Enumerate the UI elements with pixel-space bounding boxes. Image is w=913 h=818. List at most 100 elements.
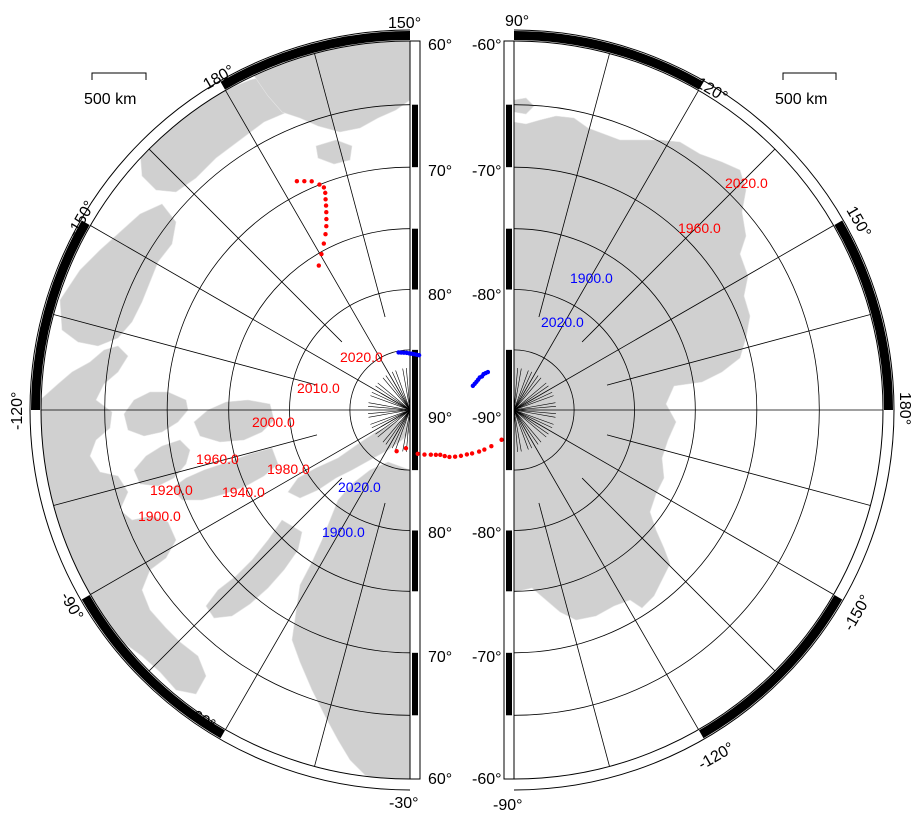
south-meridian-minor <box>514 409 518 452</box>
north-south-track-label-1900: 1900.0 <box>322 524 365 540</box>
south-lon-label-minus120: -120° <box>696 740 738 774</box>
south-meridian <box>538 53 610 318</box>
canadian-archipelago-3 <box>133 439 191 487</box>
north-meridian-minor <box>368 406 410 411</box>
north-track-label-1960: 1960.0 <box>196 451 239 467</box>
south-meridian <box>606 434 871 506</box>
north-meridian <box>435 54 506 317</box>
north-edge-segment <box>412 104 418 168</box>
south-pole-track-point <box>323 197 328 202</box>
south-outer-arc <box>513 29 895 791</box>
canadian-archipelago-2 <box>193 399 275 443</box>
south-track-label-1960: 1960.0 <box>678 220 721 236</box>
north-lat-label-60-top: 60° <box>428 37 452 54</box>
north-pole-track-point <box>428 452 434 457</box>
north-meridian-minor <box>402 409 410 452</box>
north-pole-track-point <box>452 454 458 459</box>
north-lon-label-minus30: -30° <box>389 795 419 812</box>
north-south-track-label-2020: 2020.0 <box>338 479 381 495</box>
north-pole-track-point <box>476 449 482 454</box>
north-lat-label-70-bottom: 70° <box>428 649 452 666</box>
north-edge-segment <box>412 349 418 410</box>
south-lon-label-180: 180° <box>896 392 913 425</box>
south-pole-track-point <box>323 232 328 237</box>
north-meridian-minor <box>375 385 410 411</box>
south-meridian-minor <box>514 406 556 411</box>
south-lat-label-60-top: -60° <box>472 37 502 54</box>
south-meridian <box>514 225 834 411</box>
south-pole-track-point <box>323 203 329 208</box>
north-track-label-2020: 2020.0 <box>340 349 383 365</box>
north-pole-track-point <box>433 452 439 457</box>
north-meridian <box>435 503 506 766</box>
south-pole-track-point <box>302 178 307 184</box>
north-land-layer <box>41 41 410 779</box>
north-meridian-minor <box>395 370 410 411</box>
north-graticule-lines <box>41 41 506 779</box>
north-meridian <box>314 53 386 318</box>
north-scale-bar: 500 km <box>84 72 147 108</box>
south-projected-north-track-point <box>416 353 422 358</box>
south-lat-label-80-bottom: -80° <box>472 525 502 542</box>
north-track-label-1940: 1940.0 <box>222 484 265 500</box>
north-meridian <box>148 477 343 672</box>
north-pole-track-point <box>403 446 409 451</box>
south-map-frame <box>503 29 895 791</box>
canadian-archipelago-1 <box>171 447 279 501</box>
south-edge-segment <box>506 228 512 290</box>
south-meridian <box>538 502 610 767</box>
north-lat-label-70-top: 70° <box>428 163 452 180</box>
north-meridian-minor <box>368 409 410 418</box>
north-meridian-minor <box>377 382 410 411</box>
south-track-label-2020: 2020.0 <box>725 175 768 191</box>
south-frame-segment <box>514 31 704 90</box>
north-pole-track-point <box>394 448 399 454</box>
south-meridian-minor <box>514 409 553 429</box>
south-inner-arc <box>513 40 884 780</box>
north-meridian-minor <box>368 402 410 411</box>
north-track-label-2000: 2000.0 <box>252 414 295 430</box>
south-frame-segment <box>834 220 893 410</box>
south-scale-bar-label: 500 km <box>775 91 827 108</box>
south-meridian <box>606 314 871 386</box>
south-meridian <box>514 409 699 730</box>
north-lon-label-minus120: -120° <box>9 392 26 430</box>
south-pole-track-point <box>294 179 300 184</box>
north-frame-segment <box>31 220 90 410</box>
north-edge-segment <box>412 410 418 471</box>
north-meridian <box>90 225 410 411</box>
south-meridian-minor <box>514 409 556 418</box>
south-meridian <box>581 477 776 672</box>
north-pole-track-point <box>447 454 452 460</box>
south-meridian-minor <box>514 409 522 452</box>
south-meridian-minor <box>514 409 542 443</box>
south-lon-label-minus90: -90° <box>493 797 523 813</box>
north-pole-track-point <box>438 452 443 458</box>
north-lat-label-80-bottom: 80° <box>428 525 452 542</box>
south-pole-track-point <box>324 210 329 215</box>
north-outer-arc <box>29 29 411 791</box>
north-pole-track-point <box>499 437 504 442</box>
north-meridian <box>90 409 410 595</box>
north-frame-segment <box>220 31 410 90</box>
south-meridian <box>514 225 515 411</box>
north-pole-track-point <box>482 447 487 452</box>
north-pole-track-point <box>489 444 494 449</box>
north-lat-label-60-bottom: 60° <box>428 771 452 788</box>
south-meridian <box>514 90 699 411</box>
south-frame-segment <box>699 595 843 739</box>
north-track-label-1980: 1980.0 <box>267 461 310 477</box>
north-edge-segment <box>412 530 418 592</box>
south-meridian-minor <box>514 409 554 425</box>
north-scale-bar-label: 500 km <box>84 91 136 108</box>
south-pole-track-point <box>323 190 328 196</box>
north-meridian-minor <box>406 409 410 452</box>
baffin-island <box>205 519 303 619</box>
banks-victoria-islands <box>123 391 189 437</box>
south-meridian-minor <box>514 409 529 450</box>
south-meridian <box>581 148 776 343</box>
south-pole-track-point <box>324 223 329 229</box>
south-lon-label-90: 90° <box>505 13 529 30</box>
north-meridian-minor <box>368 409 410 414</box>
north-meridian-minor <box>385 375 410 411</box>
